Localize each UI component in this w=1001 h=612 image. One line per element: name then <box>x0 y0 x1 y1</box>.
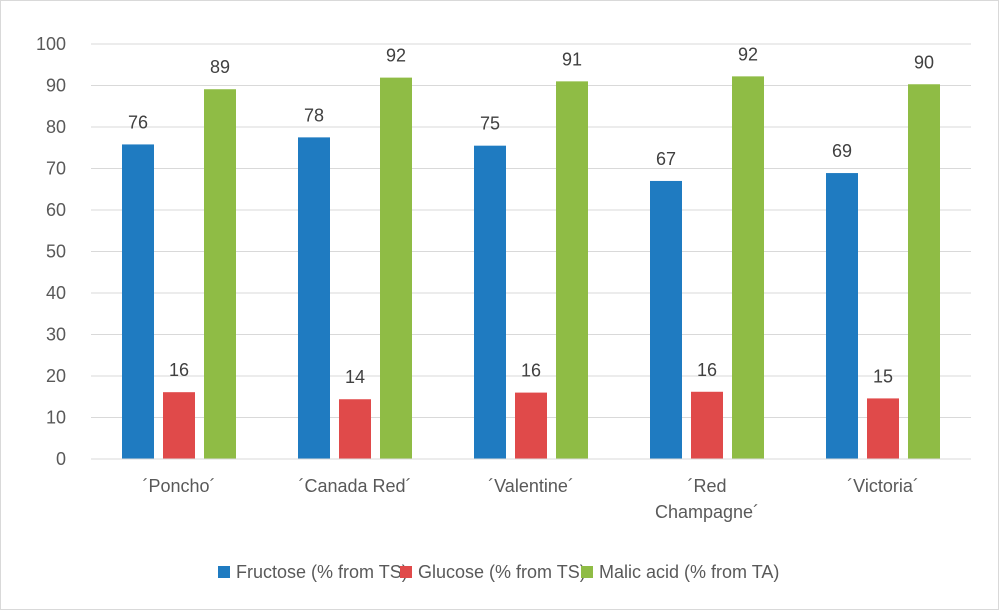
data-label: 16 <box>521 361 541 381</box>
y-tick-label: 90 <box>46 76 66 96</box>
bar <box>298 137 330 459</box>
x-category-label: ´Poncho´ <box>142 476 215 496</box>
bar <box>204 89 236 460</box>
data-label: 67 <box>656 149 676 169</box>
bar <box>163 392 195 459</box>
y-axis-ticks: 0 10 20 30 40 50 60 70 80 90 100 <box>36 34 66 469</box>
data-label: 14 <box>345 367 365 387</box>
bar <box>732 76 764 460</box>
bar <box>339 399 371 459</box>
y-tick-label: 0 <box>56 449 66 469</box>
bars <box>122 76 940 460</box>
y-tick-label: 80 <box>46 117 66 137</box>
gridlines <box>91 43 971 418</box>
legend-swatch <box>218 566 230 578</box>
data-labels: 76 16 89 78 14 92 75 16 91 67 16 92 69 15 90 <box>128 44 934 387</box>
bar <box>515 392 547 459</box>
data-label: 89 <box>210 57 230 77</box>
data-label: 16 <box>697 360 717 380</box>
legend: Fructose (% from TS) Glucose (% from TS) M… <box>218 562 779 582</box>
legend-label: Glucose (% from TS) <box>418 562 586 582</box>
data-label: 16 <box>169 360 189 380</box>
legend-label: Malic acid (% from TA) <box>599 562 779 582</box>
y-tick-label: 10 <box>46 408 66 428</box>
data-label: 76 <box>128 112 148 132</box>
bar <box>867 398 899 459</box>
data-label: 92 <box>386 46 406 66</box>
x-category-label-line: ´Valentine´ <box>488 476 574 496</box>
x-category-label-line: Champagne´ <box>655 502 759 522</box>
x-category-label: ´Valentine´ <box>488 476 574 496</box>
legend-swatch <box>400 566 412 578</box>
y-tick-label: 20 <box>46 366 66 386</box>
data-label: 78 <box>304 105 324 125</box>
data-label: 15 <box>873 366 893 386</box>
legend-swatch <box>581 566 593 578</box>
y-tick-label: 70 <box>46 159 66 179</box>
bar <box>380 77 412 460</box>
bar <box>650 180 682 459</box>
bar <box>474 145 506 460</box>
x-category-label-line: ´Poncho´ <box>142 476 215 496</box>
y-tick-label: 50 <box>46 242 66 262</box>
y-tick-label: 40 <box>46 283 66 303</box>
bar <box>122 144 154 459</box>
data-label: 92 <box>738 44 758 64</box>
x-category-label: ´Canada Red´ <box>298 476 411 496</box>
bar <box>908 84 940 459</box>
data-label: 91 <box>562 49 582 69</box>
x-category-label-line: ´Canada Red´ <box>298 476 411 496</box>
legend-label: Fructose (% from TS) <box>236 562 408 582</box>
bar <box>826 173 858 459</box>
data-label: 75 <box>480 114 500 134</box>
x-category-label-line: ´Victoria´ <box>847 476 919 496</box>
x-axis-categories: ´Poncho´ ´Canada Red´ ´Valentine´ ´Red Champ… <box>142 476 918 522</box>
y-tick-label: 30 <box>46 325 66 345</box>
x-category-label-line: ´Red <box>687 476 726 496</box>
x-category-label: ´Victoria´ <box>847 476 919 496</box>
x-category-label: ´Red Champagne´ <box>655 476 759 522</box>
data-label: 90 <box>914 52 934 72</box>
y-tick-label: 60 <box>46 200 66 220</box>
bar <box>556 81 588 459</box>
y-tick-label: 100 <box>36 34 66 54</box>
bar <box>691 391 723 459</box>
data-label: 69 <box>832 141 852 161</box>
